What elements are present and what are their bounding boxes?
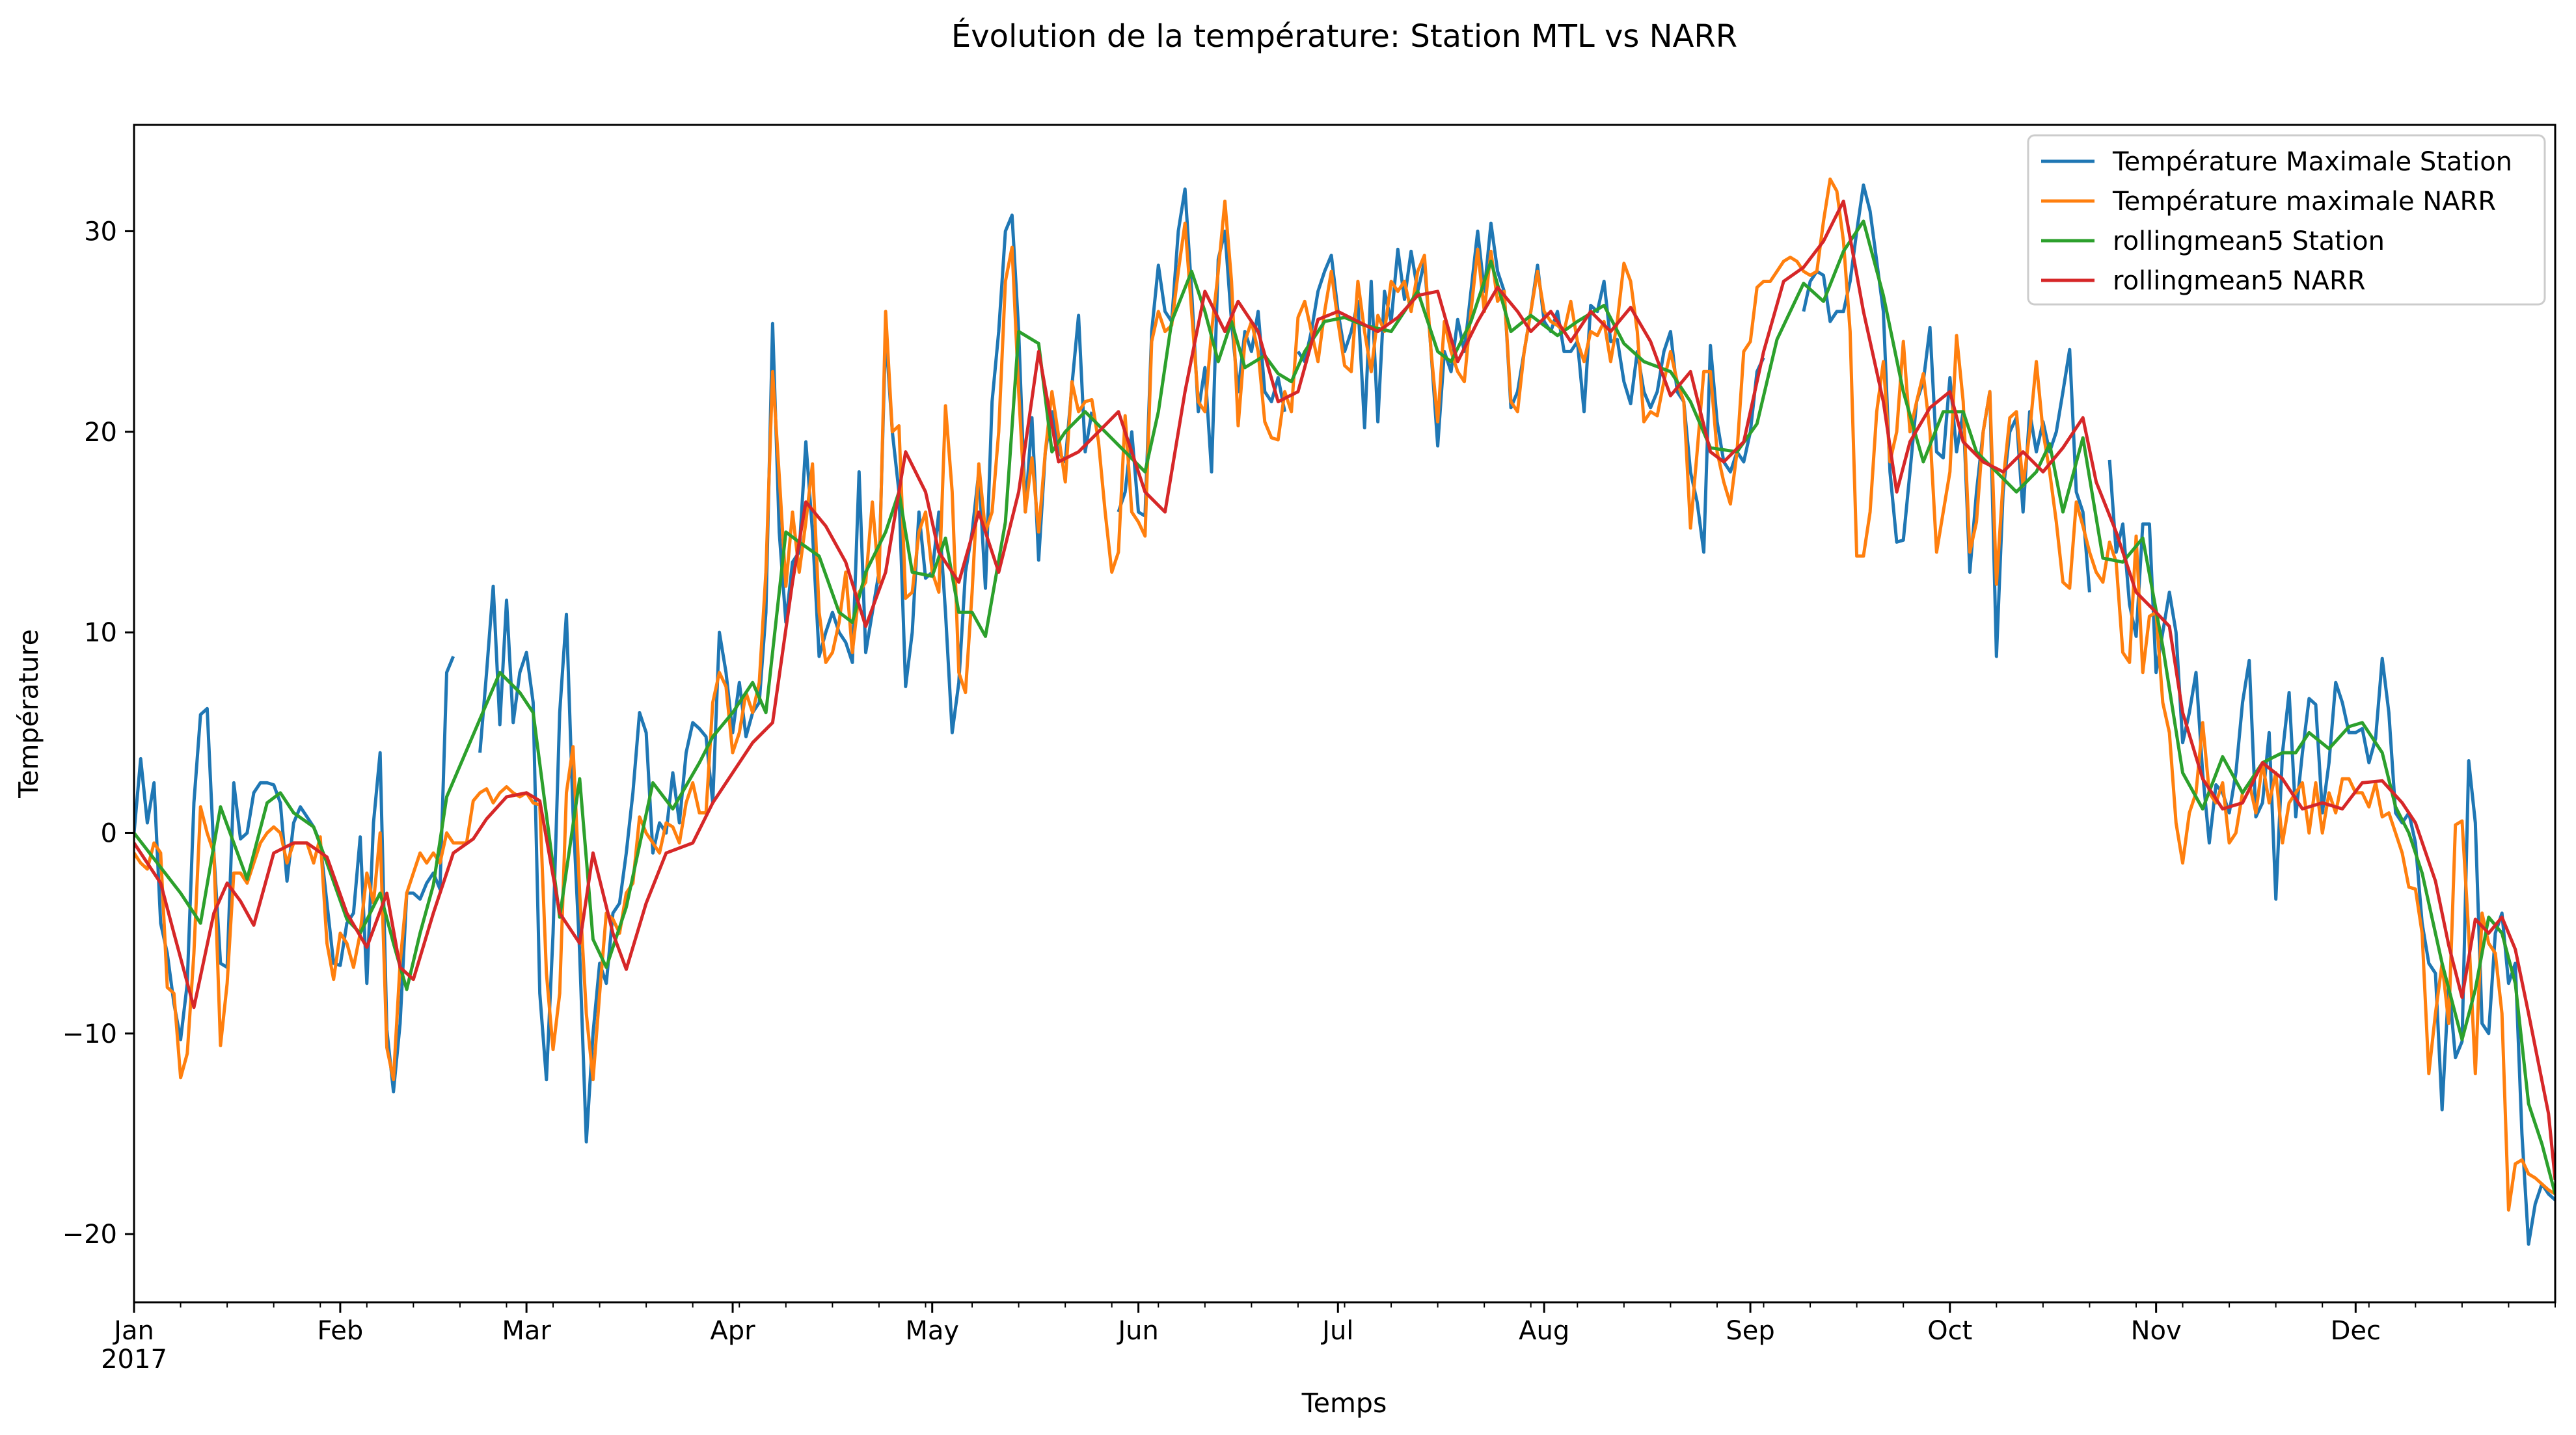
x-tick-label: Feb xyxy=(317,1316,363,1346)
legend-label: rollingmean5 NARR xyxy=(2113,266,2366,296)
y-axis: −20 −10 0 10 20 30 xyxy=(62,217,134,1250)
x-tick-label: Sep xyxy=(1726,1316,1774,1346)
x-axis-label: Temps xyxy=(1301,1388,1387,1419)
legend-label: rollingmean5 Station xyxy=(2113,226,2385,256)
series-line-1-segment-6 xyxy=(2108,459,2555,1246)
legend: Température Maximale Station Température … xyxy=(2027,134,2546,306)
chart-title: Évolution de la température: Station MTL… xyxy=(951,18,1737,55)
x-tick-label: Apr xyxy=(710,1316,755,1346)
legend-label: Température maximale NARR xyxy=(2112,187,2496,217)
plot-frame xyxy=(133,124,2556,1304)
x-tick-label: Dec xyxy=(2331,1316,2381,1346)
y-tick-label: 10 xyxy=(84,618,117,648)
y-tick-label: −10 xyxy=(62,1019,117,1049)
x-tick-label: May xyxy=(905,1316,959,1346)
x-tick-label: Aug xyxy=(1519,1316,1569,1346)
y-tick-label: 30 xyxy=(84,217,117,247)
series-layer xyxy=(134,177,2555,1246)
x-tick-label: Jan xyxy=(112,1316,154,1346)
series-line-4-segment-1 xyxy=(134,199,2555,1181)
x-tick-sublabel: 2017 xyxy=(101,1345,167,1375)
x-tick-label: Jul xyxy=(1320,1316,1353,1346)
x-tick-label: Jun xyxy=(1116,1316,1159,1346)
legend-box xyxy=(2027,134,2546,306)
y-tick-label: 20 xyxy=(84,418,117,448)
x-tick-label: Nov xyxy=(2131,1316,2182,1346)
legend-label: Température Maximale Station xyxy=(2112,147,2512,177)
y-axis-label: Température xyxy=(13,629,44,799)
x-tick-label: Oct xyxy=(1927,1316,1972,1346)
x-tick-label: Mar xyxy=(502,1316,551,1346)
series-line-2-segment-1 xyxy=(134,177,2555,1212)
y-tick-label: −20 xyxy=(62,1220,117,1250)
y-tick-label: 0 xyxy=(101,818,117,848)
